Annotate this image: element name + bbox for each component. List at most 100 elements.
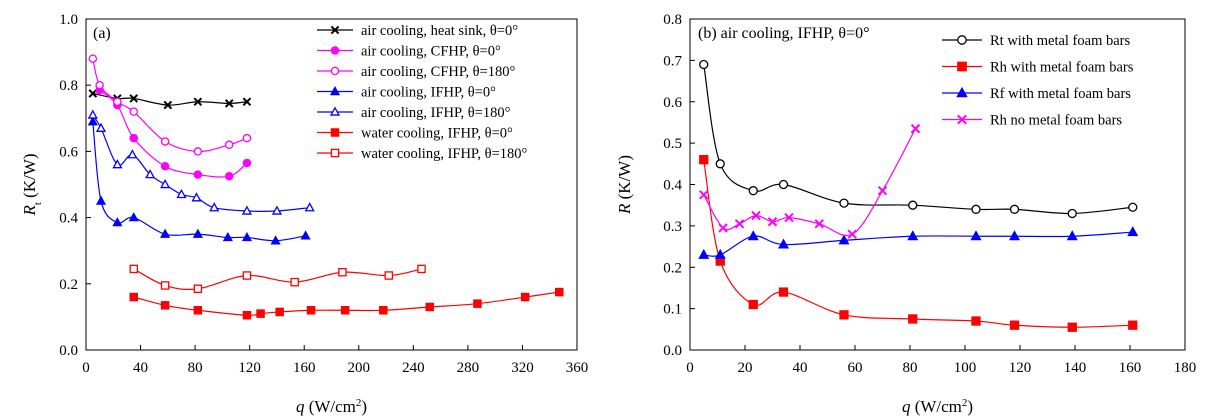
data-point xyxy=(242,97,252,107)
series-5 xyxy=(87,109,315,215)
x-tick-label: 100 xyxy=(954,360,977,376)
data-point xyxy=(271,205,283,215)
data-point xyxy=(751,210,761,221)
series-2 xyxy=(699,155,1138,332)
legend-label: Rf with metal foam bars xyxy=(990,86,1131,102)
x-tick-label: 280 xyxy=(457,360,480,376)
data-point xyxy=(127,149,138,159)
data-point xyxy=(193,284,203,294)
x-tick-label: 320 xyxy=(511,360,534,376)
x-tick-label: 40 xyxy=(133,360,148,376)
x-tick-label: 160 xyxy=(1119,360,1142,376)
data-point xyxy=(417,264,426,274)
panel-label: (a) xyxy=(93,25,111,42)
data-point xyxy=(88,54,98,63)
series-4 xyxy=(699,123,921,239)
x-tick-label: 120 xyxy=(238,360,261,376)
x-tick-label: 60 xyxy=(848,360,863,376)
data-point xyxy=(163,100,173,110)
data-point xyxy=(112,217,123,227)
series-line xyxy=(92,114,310,212)
data-point xyxy=(129,107,138,116)
data-point xyxy=(698,248,710,259)
legend-label: air cooling, heat sink, θ=0° xyxy=(361,23,518,39)
data-point xyxy=(1067,208,1077,219)
data-point xyxy=(338,267,347,277)
data-point xyxy=(145,169,156,179)
data-point xyxy=(520,292,530,302)
data-point xyxy=(473,299,482,308)
x-tick-label: 140 xyxy=(1064,360,1087,376)
data-point xyxy=(112,159,123,169)
data-point xyxy=(224,140,234,150)
x-tick-label: 200 xyxy=(348,360,371,376)
data-point xyxy=(971,316,981,326)
data-point xyxy=(1009,320,1020,330)
legend-label: water cooling, IFHP, θ=180° xyxy=(361,146,528,162)
data-point xyxy=(209,202,220,212)
chart-panel-b: 0 20 40 60 80 100 120 140 160 180 0.0 0.1 0.2 0.3 0.4 0… xyxy=(615,12,1196,416)
data-point xyxy=(1128,320,1138,330)
series-6 xyxy=(129,287,564,320)
data-point xyxy=(242,310,252,320)
data-point xyxy=(160,179,171,189)
x-tick-label: 80 xyxy=(188,360,203,376)
data-point xyxy=(907,230,919,241)
data-point xyxy=(160,301,170,310)
series-3 xyxy=(698,226,1139,259)
series-line xyxy=(703,231,1133,257)
legend-marker xyxy=(329,86,341,96)
data-point xyxy=(778,238,789,249)
y-tick-label: 0.2 xyxy=(59,277,78,293)
y-axis-label: R (K/W) xyxy=(615,155,634,215)
data-point xyxy=(193,97,203,107)
series-line xyxy=(703,64,1133,215)
data-point xyxy=(160,137,170,146)
legend-marker xyxy=(957,35,967,45)
data-point xyxy=(778,179,789,190)
y-tick-label: 0.6 xyxy=(663,95,682,111)
data-point xyxy=(715,159,725,169)
legend-marker xyxy=(330,66,340,76)
legend-label: air cooling, CFHP, θ=0° xyxy=(361,44,501,60)
data-point xyxy=(193,170,203,179)
legend-marker xyxy=(329,106,341,116)
x-tick-label: 20 xyxy=(738,360,753,376)
data-point xyxy=(814,219,824,229)
panel-label: (b) air cooling, IFHP, θ=0° xyxy=(698,25,870,42)
data-point xyxy=(87,109,98,119)
y-tick-label: 0.3 xyxy=(663,219,682,235)
data-point xyxy=(784,212,794,223)
data-point xyxy=(191,192,202,202)
data-point xyxy=(241,205,252,215)
data-point xyxy=(95,122,107,132)
legend-marker xyxy=(330,46,340,55)
data-point xyxy=(1128,202,1138,212)
chart-panel-a: 0 40 80 120 160 200 240 280 320 360 0.0 0.2 0.4 0.6 0.… xyxy=(20,12,588,416)
data-point xyxy=(425,302,434,312)
data-point xyxy=(275,307,284,317)
x-tick-label: 240 xyxy=(402,360,425,376)
legend-label: air cooling, CFHP, θ=180° xyxy=(361,64,515,80)
data-point xyxy=(734,219,745,229)
y-tick-label: 0.0 xyxy=(663,343,682,359)
data-point xyxy=(839,310,849,320)
data-point xyxy=(1067,322,1077,332)
data-point xyxy=(242,271,252,280)
data-point xyxy=(555,287,564,297)
x-tick-label: 80 xyxy=(903,360,918,376)
data-point xyxy=(290,277,299,287)
legend-label: air cooling, IFHP, θ=0° xyxy=(361,85,496,101)
data-point xyxy=(699,190,709,200)
data-point xyxy=(242,133,252,143)
y-tick-label: 0.4 xyxy=(663,178,682,194)
series-line xyxy=(703,128,917,237)
y-tick-label: 0.4 xyxy=(59,211,78,227)
data-point xyxy=(129,292,138,302)
y-tick-label: 1.0 xyxy=(59,12,78,28)
data-point xyxy=(306,306,316,315)
data-point xyxy=(838,234,850,245)
y-axis-label: Rt (K/W) xyxy=(20,153,44,216)
x-tick-label: 40 xyxy=(793,360,808,376)
legend-marker xyxy=(330,128,340,137)
